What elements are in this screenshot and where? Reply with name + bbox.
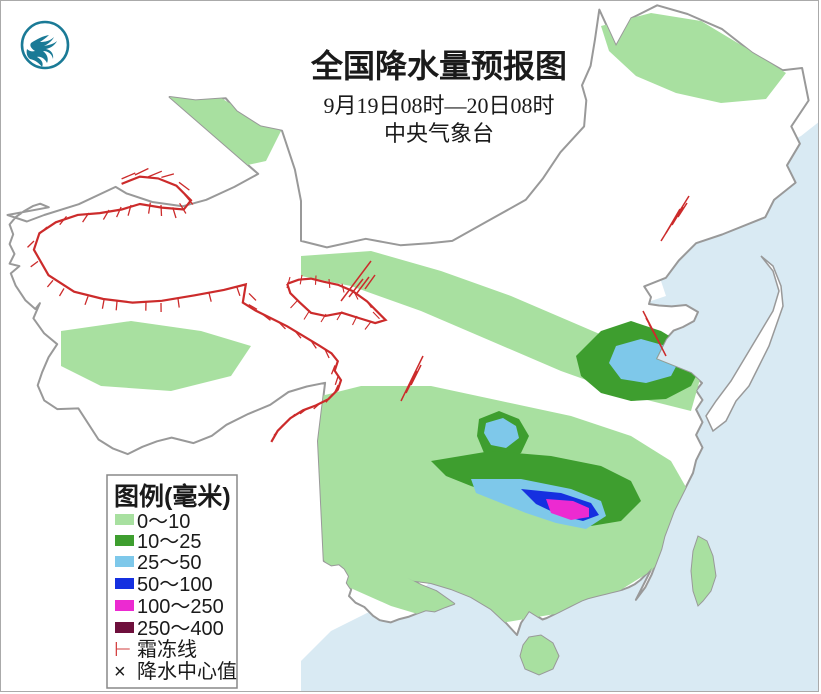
svg-text:25～50: 25～50 bbox=[137, 552, 202, 574]
svg-text:×: × bbox=[114, 661, 126, 683]
svg-text:中央气象台: 中央气象台 bbox=[384, 121, 494, 146]
svg-text:图例(毫米): 图例(毫米) bbox=[114, 482, 231, 511]
svg-text:全国降水量预报图: 全国降水量预报图 bbox=[310, 48, 567, 84]
svg-text:50～100: 50～100 bbox=[137, 574, 213, 596]
svg-text:0～10: 0～10 bbox=[137, 511, 190, 533]
svg-text:250～400: 250～400 bbox=[137, 618, 224, 640]
svg-text:霜冻线: 霜冻线 bbox=[137, 638, 197, 661]
svg-text:9月19日08时—20日08时: 9月19日08时—20日08时 bbox=[323, 93, 554, 118]
svg-text:降水中心值: 降水中心值 bbox=[137, 660, 237, 683]
svg-text:100～250: 100～250 bbox=[137, 596, 224, 618]
svg-text:⊢: ⊢ bbox=[114, 639, 131, 661]
svg-text:10～25: 10～25 bbox=[137, 531, 202, 553]
